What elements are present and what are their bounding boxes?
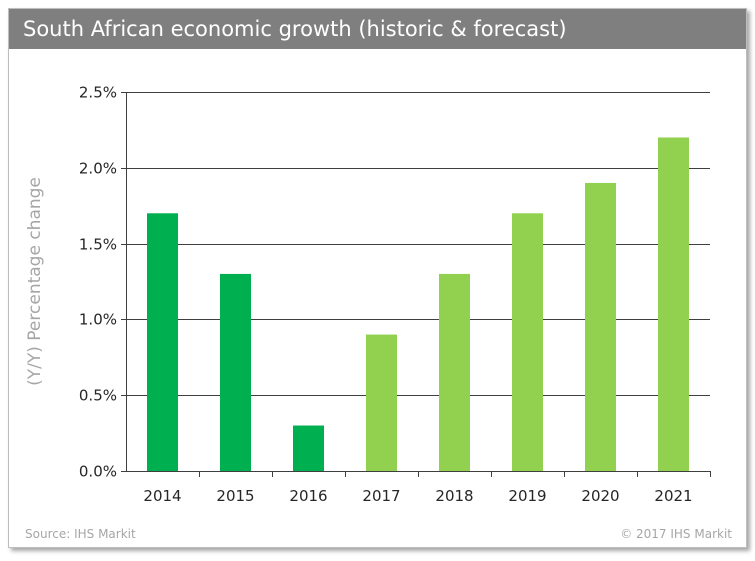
bar-2019 xyxy=(512,213,543,471)
chart-title: South African economic growth (historic … xyxy=(9,9,746,49)
bar-chart: 0.0% 0.5% 1.0% 1.5% 2.0% 2.5% 2014 2015 2016 2017… xyxy=(25,84,711,505)
bar-2016 xyxy=(293,425,324,471)
x-tick-label: 2018 xyxy=(435,487,473,505)
y-tick-label: 0.0% xyxy=(79,463,117,481)
y-tick-label: 0.5% xyxy=(79,387,117,405)
x-tick-label: 2020 xyxy=(581,487,619,505)
chart-frame: South African economic growth (historic … xyxy=(8,8,747,548)
bar-2018 xyxy=(439,273,470,471)
x-tick-label: 2015 xyxy=(216,487,254,505)
x-tick-label: 2017 xyxy=(362,487,400,505)
x-tick-label: 2016 xyxy=(289,487,327,505)
bar-2020 xyxy=(585,182,616,471)
x-tick-label: 2014 xyxy=(143,487,181,505)
bar-2021 xyxy=(658,137,689,472)
y-tick-label: 2.0% xyxy=(79,160,117,178)
y-tick-label: 1.5% xyxy=(79,236,117,254)
y-tick-label: 2.5% xyxy=(79,84,117,102)
x-tick-label: 2019 xyxy=(508,487,546,505)
x-tick-label: 2021 xyxy=(654,487,692,505)
bar-2017 xyxy=(366,334,397,471)
y-tick-label: 1.0% xyxy=(79,311,117,329)
bar-2014 xyxy=(147,213,178,471)
source-note: Source: IHS Markit xyxy=(25,527,136,541)
y-axis-title: (Y/Y) Percentage change xyxy=(25,177,45,386)
copyright-note: © 2017 IHS Markit xyxy=(620,527,732,541)
bar-2015 xyxy=(220,273,251,471)
